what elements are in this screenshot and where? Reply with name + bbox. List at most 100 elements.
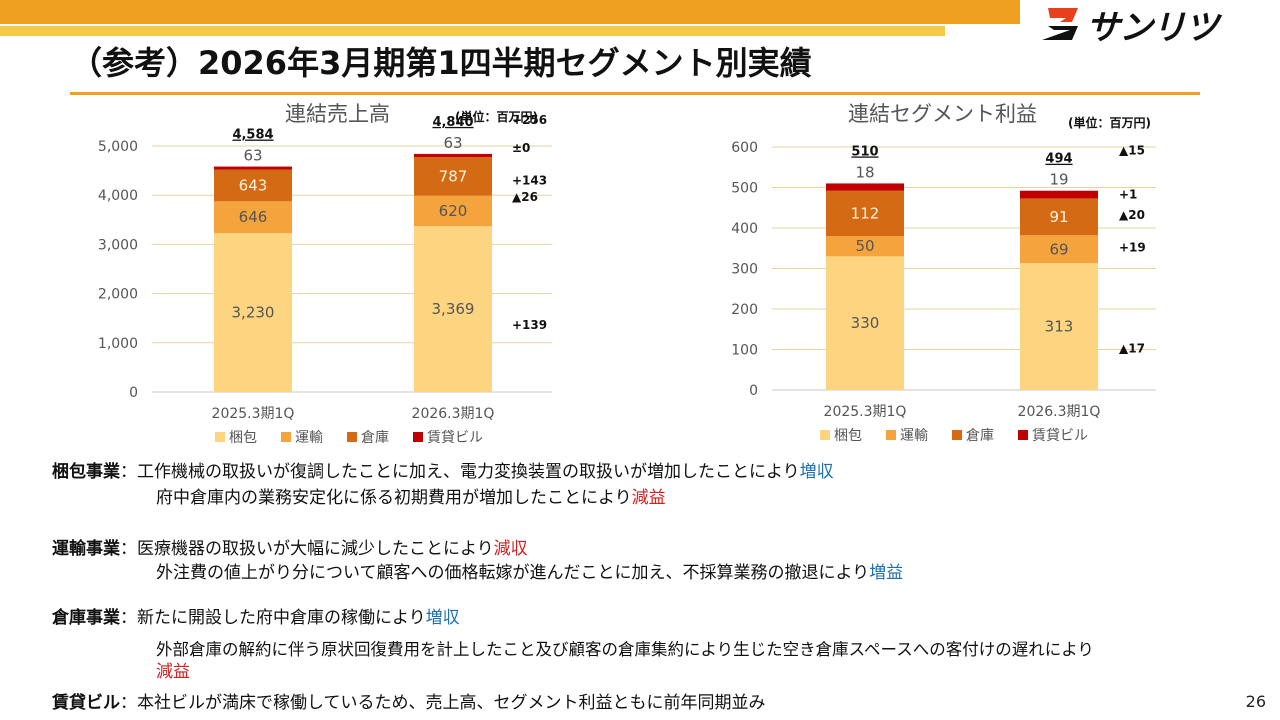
legend-swatch-konpo: [215, 432, 225, 442]
data-label: 330: [851, 314, 880, 332]
note-label: 賃貸ビル: [52, 693, 120, 713]
note-soko-line2: 外部倉庫の解約に伴う原状回復費用を計上したこと及び顧客の倉庫集約により生じた空き…: [156, 637, 1094, 662]
header-accent-bar: [0, 0, 1020, 24]
y-tick-label: 300: [731, 262, 758, 278]
legend-swatch-soko: [952, 430, 962, 440]
note-text: 工作機械の取扱いが復調したことに加え、電力変換装置の取扱いが増加したことにより: [137, 462, 800, 482]
x-category-label: 2025.3期1Q: [212, 406, 295, 422]
y-tick-label: 1,000: [98, 336, 138, 352]
bar-segment-konpo: [826, 256, 904, 390]
note-text: 新たに開設した府中倉庫の稼働により: [137, 608, 426, 628]
bar-segment-konpo: [214, 233, 292, 392]
note-tag-decrease: 減益: [631, 488, 666, 508]
bar-segment-chintai: [414, 153, 492, 158]
total-label: 494: [1045, 152, 1072, 167]
total-label: 4,584: [232, 128, 273, 143]
note-separator: ：: [120, 462, 137, 482]
diff-label-total: +256: [512, 113, 547, 127]
note-unyu-line2: 外注費の値上がり分について顧客への価格転嫁が進んだことに加え、不採算業務の撤退に…: [156, 561, 903, 586]
diff-label-unyu: +19: [1119, 240, 1146, 254]
diff-label-chintai: ±0: [512, 141, 530, 155]
title-underline: [70, 92, 1200, 95]
unit-label: (単位：百万円): [455, 110, 538, 124]
data-label: 620: [439, 202, 468, 220]
y-tick-label: 0: [129, 385, 138, 401]
data-label: 3,230: [232, 304, 275, 322]
bar-segment-unyu: [1020, 235, 1098, 264]
note-text: 府中倉庫内の業務安定化に係る初期費用が増加したことにより: [156, 488, 632, 508]
diff-label-konpo: ▲17: [1119, 342, 1145, 356]
y-tick-label: 100: [731, 343, 758, 359]
bar-segment-soko: [414, 157, 492, 196]
note-soko-line3: 減益: [156, 660, 190, 685]
diff-label-konpo: +139: [512, 318, 547, 332]
legend-swatch-unyu: [281, 432, 291, 442]
legend-swatch-chintai: [413, 432, 423, 442]
note-unyu-line1: 運輸事業：医療機器の取扱いが大幅に減少したことにより減収: [52, 537, 528, 562]
data-label: 646: [239, 208, 268, 226]
bar-segment-chintai: [1020, 190, 1098, 199]
note-label: 倉庫事業: [52, 608, 120, 628]
unit-label: (単位：百万円): [1068, 116, 1151, 130]
data-label: 112: [851, 204, 880, 222]
note-tag-increase: 増収: [425, 608, 460, 628]
bar-segment-chintai: [826, 183, 904, 191]
chart-title: 連結売上高: [285, 102, 390, 126]
logo-text: サンリツ: [1086, 7, 1219, 48]
diff-label-soko: ▲20: [1119, 208, 1145, 222]
note-text: 本社ビルが満床で稼働しているため、売上高、セグメント利益ともに前年同期並み: [137, 693, 766, 713]
legend-swatch-soko: [347, 432, 357, 442]
legend-label: 倉庫: [361, 429, 389, 446]
x-category-label: 2026.3期1Q: [1018, 404, 1101, 420]
legend-swatch-chintai: [1018, 430, 1028, 440]
page-number: 26: [1245, 692, 1266, 711]
note-text: 外注費の値上がり分について顧客への価格転嫁が進んだことに加え、不採算業務の撤退に…: [156, 563, 870, 583]
data-label: 50: [855, 237, 874, 255]
y-tick-label: 3,000: [98, 237, 138, 253]
bar-segment-soko: [214, 169, 292, 202]
bar-segment-unyu: [214, 201, 292, 234]
note-soko-line1: 倉庫事業：新たに開設した府中倉庫の稼働により増収: [52, 606, 460, 631]
y-tick-label: 600: [731, 140, 758, 156]
y-tick-label: 5,000: [98, 139, 138, 155]
data-label: 643: [239, 176, 268, 194]
legend-swatch-unyu: [886, 430, 896, 440]
data-label: 63: [243, 147, 262, 165]
total-label: 4,840: [432, 115, 473, 130]
note-text: 医療機器の取扱いが大幅に減少したことにより: [137, 539, 494, 559]
note-tag-increase: 増益: [869, 563, 904, 583]
data-label: 91: [1049, 208, 1068, 226]
data-label: 313: [1045, 318, 1074, 336]
note-konpo-line2: 府中倉庫内の業務安定化に係る初期費用が増加したことにより減益: [156, 486, 666, 511]
total-label: 510: [851, 144, 878, 159]
legend-label: 梱包: [834, 428, 862, 444]
note-separator: ：: [120, 539, 137, 559]
diff-label-unyu: ▲26: [512, 190, 538, 204]
diff-label-soko: +143: [512, 173, 547, 187]
note-konpo-line1: 梱包事業：工作機械の取扱いが復調したことに加え、電力変換装置の取扱いが増加したこ…: [52, 460, 834, 485]
note-label: 梱包事業: [52, 462, 120, 482]
bar-segment-soko: [1020, 198, 1098, 236]
page-title: （参考）2026年3月期第1四半期セグメント別実績: [70, 44, 812, 82]
logo-mark-icon: [1042, 8, 1078, 40]
data-label: 69: [1049, 240, 1068, 258]
data-label: 18: [855, 163, 874, 181]
data-label: 19: [1049, 171, 1068, 189]
bar-segment-konpo: [1020, 263, 1098, 390]
legend-swatch-konpo: [820, 430, 830, 440]
sales-chart-svg: 0 1,000 2,000 3,000 4,000 5,000 3,230 646 643 63 4…: [98, 113, 552, 446]
legend-label: 運輸: [900, 428, 928, 444]
bar-segment-soko: [826, 190, 904, 237]
note-chintai-line1: 賃貸ビル：本社ビルが満床で稼働しているため、売上高、セグメント利益ともに前年同期…: [52, 691, 766, 716]
note-tag-decrease: 減収: [493, 539, 528, 559]
legend-label: 賃貸ビル: [1032, 428, 1088, 444]
bar-segment-unyu: [414, 195, 492, 227]
x-category-label: 2026.3期1Q: [412, 406, 495, 422]
note-separator: ：: [120, 693, 137, 713]
diff-label-total: ▲15: [1119, 144, 1145, 158]
note-text: 外部倉庫の解約に伴う原状回復費用を計上したこと及び顧客の倉庫集約により生じた空き…: [156, 640, 1094, 659]
data-label: 63: [443, 134, 462, 152]
bar-segment-konpo: [414, 226, 492, 392]
bar-segment-unyu: [826, 236, 904, 257]
y-tick-label: 2,000: [98, 287, 138, 303]
